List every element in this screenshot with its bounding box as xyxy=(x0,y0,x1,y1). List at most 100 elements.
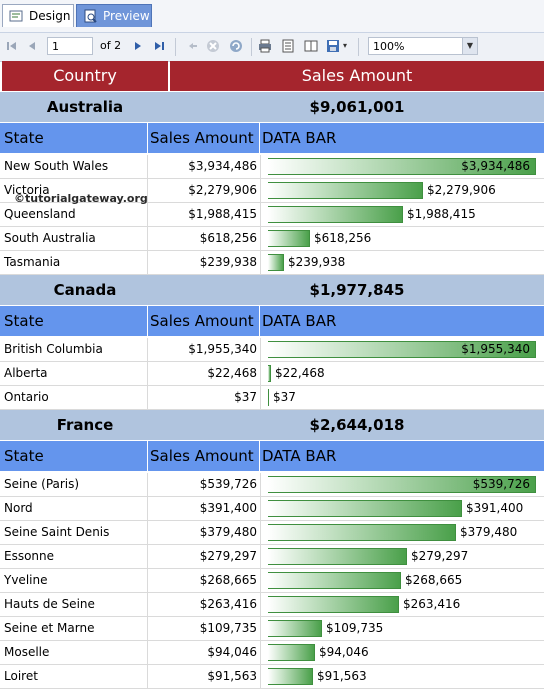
data-bar xyxy=(268,182,423,199)
sales-amount-value: $94,046 xyxy=(207,645,257,659)
column-divider xyxy=(147,123,148,153)
cell-divider xyxy=(147,521,148,545)
tab-preview[interactable]: Preview xyxy=(76,4,152,27)
state-name: Loiret xyxy=(4,669,38,683)
sales-amount-value: $239,938 xyxy=(199,255,257,269)
sales-amount-value: $91,563 xyxy=(207,669,257,683)
table-row: Yveline $268,665 $268,665 xyxy=(0,569,544,593)
first-page-icon[interactable] xyxy=(5,39,19,53)
cell-divider xyxy=(260,617,261,641)
state-name: Queensland xyxy=(4,207,76,221)
state-name: Seine (Paris) xyxy=(4,477,80,491)
cell-divider xyxy=(260,338,261,362)
table-row: New South Wales $3,934,486 $3,934,486 xyxy=(0,155,544,179)
sales-amount-value: $1,988,415 xyxy=(188,207,257,221)
cell-divider xyxy=(147,569,148,593)
data-bar-label: $37 xyxy=(273,390,296,404)
cell-divider xyxy=(260,593,261,617)
chevron-down-icon[interactable]: ▼ xyxy=(462,38,477,54)
sales-amount-value: $109,735 xyxy=(199,621,257,635)
cell-divider xyxy=(147,473,148,497)
state-name: Alberta xyxy=(4,366,48,380)
cell-divider xyxy=(260,641,261,665)
table-row: Tasmania $239,938 $239,938 xyxy=(0,251,544,275)
sales-amount-value: $268,665 xyxy=(199,573,257,587)
export-dropdown-icon[interactable]: ▾ xyxy=(342,41,347,50)
data-bar xyxy=(268,668,313,685)
data-bar xyxy=(268,254,284,271)
cell-divider xyxy=(260,497,261,521)
table-row: Nord $391,400 $391,400 xyxy=(0,497,544,521)
table-row: Alberta $22,468 $22,468 xyxy=(0,362,544,386)
column-header-sales-amount: Sales Amount xyxy=(150,447,254,465)
stop-icon[interactable] xyxy=(206,39,220,53)
cell-divider xyxy=(260,386,261,410)
column-header-sales-amount: Sales Amount xyxy=(150,312,254,330)
cell-divider xyxy=(260,251,261,275)
state-name: Victoria xyxy=(4,183,50,197)
cell-divider xyxy=(147,362,148,386)
cell-divider xyxy=(147,593,148,617)
back-icon[interactable] xyxy=(185,39,199,53)
cell-divider xyxy=(147,179,148,203)
design-icon xyxy=(9,9,24,24)
state-name: Yveline xyxy=(4,573,48,587)
previous-page-icon[interactable] xyxy=(25,39,39,53)
cell-divider xyxy=(147,617,148,641)
data-bar-label: $22,468 xyxy=(275,366,325,380)
zoom-select[interactable]: 100% ▼ xyxy=(368,37,478,55)
column-header-state: State xyxy=(4,447,44,465)
data-bar-label: $1,988,415 xyxy=(407,207,476,221)
refresh-icon[interactable] xyxy=(229,39,243,53)
table-row: Moselle $94,046 $94,046 xyxy=(0,641,544,665)
watermark-text: ©tutorialgateway.org xyxy=(14,192,148,205)
data-bar-label: $279,297 xyxy=(411,549,469,563)
data-bar xyxy=(268,500,462,517)
header-country: Country xyxy=(2,61,168,91)
country-total: $2,644,018 xyxy=(309,416,405,434)
export-icon[interactable] xyxy=(326,39,340,53)
data-bar xyxy=(268,158,536,175)
data-bar-label: $1,955,340 xyxy=(461,342,530,356)
data-bar xyxy=(268,206,403,223)
print-icon[interactable] xyxy=(258,39,272,53)
sales-amount-value: $379,480 xyxy=(199,525,257,539)
column-divider xyxy=(259,123,260,153)
cell-divider xyxy=(147,641,148,665)
data-bar-label: $239,938 xyxy=(288,255,346,269)
state-name: Essonne xyxy=(4,549,55,563)
tab-design-label: Design xyxy=(29,9,71,23)
data-bar xyxy=(268,596,399,613)
sales-amount-value: $37 xyxy=(234,390,257,404)
state-name: South Australia xyxy=(4,231,96,245)
sales-amount-value: $3,934,486 xyxy=(188,159,257,173)
next-page-icon[interactable] xyxy=(131,39,145,53)
data-bar xyxy=(268,620,322,637)
page-setup-icon[interactable] xyxy=(304,39,318,53)
column-divider xyxy=(259,306,260,336)
table-row: Seine et Marne $109,735 $109,735 xyxy=(0,617,544,641)
data-bar xyxy=(268,572,401,589)
data-bar-label: $91,563 xyxy=(317,669,367,683)
table-row: Victoria $2,279,906 $2,279,906 xyxy=(0,179,544,203)
toolbar-separator xyxy=(358,38,359,56)
table-row: Essonne $279,297 $279,297 xyxy=(0,545,544,569)
print-layout-icon[interactable] xyxy=(281,39,295,53)
cell-divider xyxy=(147,386,148,410)
data-bar-label: $94,046 xyxy=(319,645,369,659)
data-bar xyxy=(268,389,269,406)
cell-divider xyxy=(147,338,148,362)
column-header-state: State xyxy=(4,312,44,330)
country-total: $1,977,845 xyxy=(309,281,405,299)
state-name: Seine et Marne xyxy=(4,621,95,635)
data-bar-label: $391,400 xyxy=(466,501,524,515)
country-group-row: Australia $9,061,001 xyxy=(0,92,544,122)
last-page-icon[interactable] xyxy=(152,39,166,53)
cell-divider xyxy=(147,665,148,689)
country-name: Australia xyxy=(46,98,124,116)
tab-design[interactable]: Design xyxy=(2,4,74,27)
column-divider xyxy=(147,441,148,471)
table-row: Ontario $37 $37 xyxy=(0,386,544,410)
zoom-value: 100% xyxy=(373,40,405,53)
page-number-input[interactable]: 1 xyxy=(47,37,93,55)
